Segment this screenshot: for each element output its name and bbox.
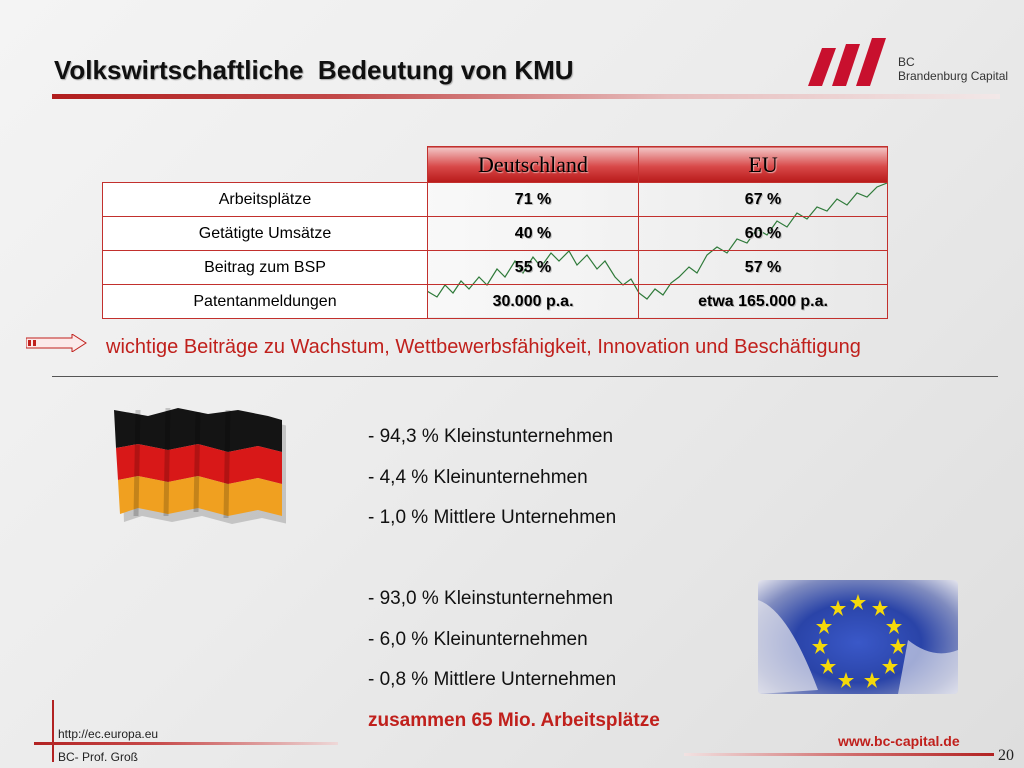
page-title: Volkswirtschaftliche Bedeutung von KMU [54, 55, 574, 85]
table-row: Beitrag zum BSP 55 % 57 % [102, 250, 888, 285]
stat-germany-small: - 4,4 % Kleinunternehmen [368, 466, 588, 488]
row-label: Beitrag zum BSP [102, 250, 428, 285]
eu-flag-photo [758, 580, 958, 694]
footer-right-rule [684, 753, 994, 756]
table-row: Getätigte Umsätze 40 % 60 % [102, 216, 888, 251]
stat-eu-micro: - 93,0 % Kleinstunternehmen [368, 588, 614, 609]
germany-flag-image [114, 408, 286, 524]
row-label: Arbeitsplätze [102, 182, 428, 217]
stat-germany-medium: - 1,0 % Mittlere Unternehmen [368, 507, 617, 528]
column-header-deutschland: Deutschland [426, 146, 640, 183]
table-corner [103, 147, 428, 183]
table-row: Arbeitsplätze 71 % 67 % [102, 182, 888, 217]
value-deutschland: 71 % [426, 182, 640, 217]
stat-eu-medium: - 0,8 % Mittlere Unternehmen [368, 669, 617, 690]
row-label: Patentanmeldungen [102, 284, 428, 319]
spacer [368, 539, 660, 580]
stat-germany-micro: - 94,3 % Kleinstunternehmen [368, 426, 614, 447]
logo-line1: BC [898, 55, 915, 69]
footer-vertical-rule [52, 700, 54, 762]
value-deutschland: 30.000 p.a. [426, 284, 640, 319]
stat-eu-small: - 6,0 % Kleinunternehmen [368, 628, 588, 650]
title-underline [52, 94, 1000, 99]
page-number: 20 [998, 747, 1014, 764]
source-link[interactable]: http://ec.europa.eu [58, 727, 159, 741]
table-header-row: Deutschland EU [103, 146, 888, 183]
table-row: Patentanmeldungen 30.000 p.a. etwa 165.0… [102, 284, 888, 319]
value-deutschland: 40 % [426, 216, 640, 251]
logo-line2: Brandenburg Capital [898, 69, 1009, 83]
value-eu: 60 % [638, 216, 888, 251]
value-eu: 67 % [638, 182, 888, 217]
arrow-right-icon [26, 334, 87, 352]
company-logo: BC Brandenburg Capital [802, 34, 1008, 90]
stat-eu-total-jobs: zusammen 65 Mio. Arbeitsplätze [368, 709, 660, 731]
footer-author: BC- Prof. Groß [58, 750, 139, 764]
website-link[interactable]: www.bc-capital.de [838, 733, 960, 749]
company-size-stats: - 94,3 % Kleinstunternehmen - 4,4 % Klei… [368, 417, 660, 741]
comparison-table: Deutschland EU Arbeitsplätze 71 % 67 % G… [102, 146, 888, 319]
row-label: Getätigte Umsätze [102, 216, 428, 251]
column-header-eu: EU [638, 146, 888, 183]
section-divider [52, 376, 998, 377]
footer-horizontal-rule [34, 742, 338, 745]
logo-bars-icon [808, 38, 886, 86]
value-eu: etwa 165.000 p.a. [638, 284, 888, 319]
eu-stars-icon [758, 594, 958, 694]
value-deutschland: 55 % [426, 250, 640, 285]
highlight-statement: wichtige Beiträge zu Wachstum, Wettbewer… [106, 336, 861, 358]
value-eu: 57 % [638, 250, 888, 285]
